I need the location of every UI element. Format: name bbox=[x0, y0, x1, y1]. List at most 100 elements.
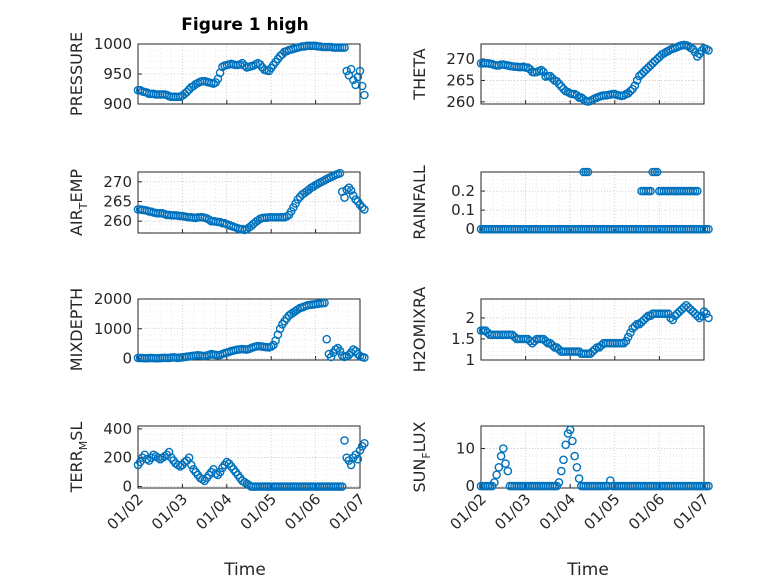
subplot-sun_flux: 0 10 SUNFLUX 01/02 01/03 01/04 01/05 01/06 01/07 bbox=[410, 421, 713, 533]
y-axis-label-subscript: F bbox=[420, 452, 433, 458]
y-tick-label: 0 bbox=[465, 220, 475, 238]
data-point bbox=[590, 345, 600, 354]
y-tick-label: 265 bbox=[103, 193, 132, 211]
x-axis-label-right: Time bbox=[566, 560, 609, 580]
subplot-h2omixra: 1 1.5 2 H2OMIXRA bbox=[410, 287, 713, 373]
axes-border bbox=[137, 171, 361, 234]
data-point bbox=[360, 205, 369, 214]
data-point bbox=[693, 311, 702, 321]
data-point bbox=[335, 346, 345, 356]
data-point bbox=[182, 87, 192, 97]
data-point bbox=[568, 436, 577, 446]
x-tick-label: 01/04 bbox=[192, 490, 235, 533]
data-point bbox=[501, 459, 510, 468]
data-point bbox=[355, 66, 365, 76]
y-axis-label: RAINFALL bbox=[410, 165, 429, 240]
data-point bbox=[704, 481, 713, 491]
data-point bbox=[548, 340, 557, 350]
data-point bbox=[641, 65, 651, 74]
x-tick-label: 01/03 bbox=[148, 490, 191, 533]
x-tick-label: 01/04 bbox=[536, 490, 579, 533]
data-point bbox=[357, 203, 367, 212]
x-tick-label: 01/05 bbox=[580, 490, 623, 533]
y-tick-label: 270 bbox=[446, 50, 475, 68]
data-point bbox=[269, 340, 278, 350]
data-point bbox=[557, 82, 566, 91]
data-point bbox=[606, 476, 615, 485]
y-tick-label: 0 bbox=[122, 350, 132, 368]
data-point bbox=[198, 474, 207, 484]
data-point bbox=[175, 462, 185, 471]
x-tick-label: 01/02 bbox=[447, 490, 490, 533]
y-tick-label: 2000 bbox=[94, 290, 132, 308]
data-point bbox=[326, 352, 336, 362]
y-axis-label: H2OMIXRA bbox=[410, 287, 429, 373]
data-point bbox=[186, 460, 196, 470]
y-axis-label-text: PRESSURE bbox=[67, 32, 86, 116]
data-point bbox=[559, 455, 568, 465]
data-point bbox=[498, 444, 508, 453]
data-point bbox=[503, 466, 513, 476]
data-point bbox=[701, 309, 711, 319]
data-point bbox=[637, 69, 646, 79]
data-point bbox=[536, 65, 546, 75]
y-axis-label-text: TERR bbox=[67, 450, 86, 493]
y-tick-label: 260 bbox=[446, 93, 475, 111]
y-axis-label: THETA bbox=[410, 48, 429, 100]
subplot-theta: 260 265 270 THETA bbox=[410, 40, 713, 111]
data-point bbox=[351, 195, 360, 204]
y-axis-label-text: H2OMIXRA bbox=[410, 287, 429, 373]
data-point bbox=[541, 336, 551, 346]
subplot-pressure: 900 950 1000 PRESSURE bbox=[67, 32, 369, 116]
data-point bbox=[695, 313, 704, 323]
y-tick-label: 0 bbox=[465, 477, 475, 495]
data-point bbox=[322, 334, 332, 344]
data-point bbox=[494, 462, 504, 472]
x-tick-label: 01/07 bbox=[326, 490, 369, 533]
data-point bbox=[340, 436, 349, 445]
data-point bbox=[360, 90, 369, 100]
data-point bbox=[293, 195, 303, 204]
y-tick-label: 1000 bbox=[94, 320, 132, 338]
data-point bbox=[639, 67, 649, 77]
data-point bbox=[652, 54, 662, 64]
x-tick-label: 01/02 bbox=[104, 490, 147, 533]
subplot-terr_msl: 0 200 400 TERRMSL 01/02 01/03 01/04 01/05 01/06 0… bbox=[67, 420, 369, 534]
y-axis-label-text: SL bbox=[67, 422, 86, 441]
data-point bbox=[668, 315, 678, 325]
data-point bbox=[222, 457, 232, 467]
data-point bbox=[641, 313, 651, 323]
axes-frame bbox=[480, 298, 705, 361]
data-point bbox=[266, 342, 276, 351]
y-axis-label-text: SUN bbox=[410, 459, 429, 493]
y-tick-label: 400 bbox=[103, 420, 132, 438]
data-point bbox=[346, 64, 356, 74]
y-axis-label-text: RAINFALL bbox=[410, 165, 429, 240]
y-tick-label: 950 bbox=[103, 65, 132, 83]
data-point bbox=[342, 66, 352, 76]
y-tick-label: 900 bbox=[103, 95, 132, 113]
data-point bbox=[583, 167, 593, 177]
data-point bbox=[282, 212, 292, 221]
data-point bbox=[570, 451, 580, 461]
data-point bbox=[215, 467, 225, 477]
y-axis-label: SUNFLUX bbox=[410, 421, 433, 492]
data-point bbox=[346, 186, 356, 195]
data-point bbox=[619, 338, 629, 348]
y-tick-label: 0.1 bbox=[451, 201, 475, 219]
y-axis-label: TERRMSL bbox=[67, 422, 90, 494]
data-point bbox=[648, 59, 658, 68]
y-tick-label: 1.5 bbox=[451, 330, 475, 348]
data-point bbox=[360, 353, 369, 362]
data-point bbox=[357, 81, 367, 91]
data-point bbox=[561, 440, 571, 450]
data-point bbox=[693, 186, 702, 196]
data-point bbox=[335, 168, 345, 178]
axes-frame bbox=[480, 171, 705, 234]
data-point bbox=[545, 71, 555, 81]
y-axis-label: PRESSURE bbox=[67, 32, 86, 116]
data-point bbox=[704, 313, 713, 323]
data-point bbox=[646, 61, 655, 70]
data-point bbox=[355, 446, 365, 455]
